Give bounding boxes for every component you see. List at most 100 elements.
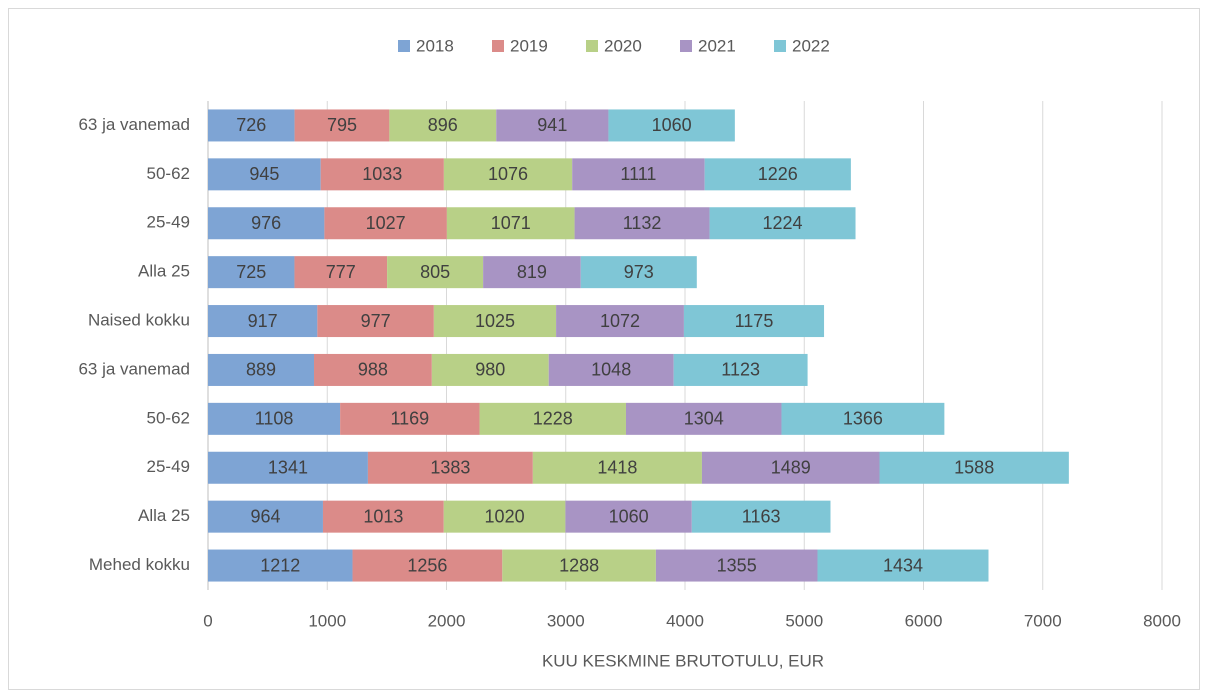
bar-segment [608,109,735,142]
bar-segment [443,500,566,533]
data-label: 977 [361,311,391,331]
bar-segment [879,451,1069,484]
data-label: 964 [250,506,280,526]
bar-segment [208,549,353,582]
legend-label: 2021 [698,36,736,55]
bar-segment [532,451,702,484]
x-axis-title: KUU KESKMINE BRUTOTULU, EUR [542,651,824,670]
data-label: 805 [420,262,450,282]
x-tick-label: 6000 [905,611,943,630]
data-label: 941 [537,115,567,135]
data-label: 1048 [591,360,631,380]
x-tick-label: 2000 [428,611,466,630]
data-label: 725 [236,262,266,282]
bar-segment [574,207,710,240]
data-label: 1588 [954,458,994,478]
bar-segment [208,158,321,191]
data-label: 1132 [623,213,662,233]
y-tick-label: 25-49 [147,213,190,232]
bar-segment [208,353,315,386]
data-label: 976 [251,213,281,233]
data-label: 1020 [485,506,525,526]
data-label: 819 [517,262,547,282]
data-label: 1175 [735,311,774,331]
legend-swatch [398,40,410,52]
y-tick-label: Mehed kokku [89,555,190,574]
x-tick-label: 1000 [308,611,346,630]
y-tick-label: 50-62 [147,408,190,427]
data-label: 1111 [620,164,656,184]
legend-label: 2018 [416,36,454,55]
data-label: 1224 [763,213,803,233]
x-tick-label: 8000 [1143,611,1181,630]
data-label: 1366 [843,409,883,429]
data-label: 1341 [268,458,308,478]
legend-swatch [586,40,598,52]
bar-segment [572,158,705,191]
bar-segment [483,256,581,289]
data-label: 1076 [488,164,528,184]
y-tick-label: 25-49 [147,457,190,476]
bar-segment [709,207,856,240]
bar-segment [691,500,831,533]
data-label: 1434 [883,555,923,575]
bar-segment [367,451,533,484]
bar-segment [208,402,341,435]
bar-segment [433,305,557,338]
data-label: 1060 [652,115,692,135]
x-tick-label: 5000 [785,611,823,630]
x-tick-label: 0 [203,611,212,630]
data-label: 795 [327,115,357,135]
bar-segment [673,353,808,386]
legend-label: 2022 [792,36,830,55]
data-label: 1072 [600,311,640,331]
y-tick-label: Alla 25 [138,262,190,281]
bar-segment [294,109,390,142]
bar-segment [701,451,880,484]
legend-label: 2019 [510,36,548,55]
bar-segment [208,500,323,533]
data-label: 1025 [475,311,515,331]
bar-segment [704,158,851,191]
data-label: 1383 [430,458,470,478]
data-label: 777 [326,262,356,282]
data-label: 917 [248,311,278,331]
y-tick-label: 63 ja vanemad [78,115,190,134]
bar-segment [496,109,609,142]
bar-segment [431,353,549,386]
bar-segment [352,549,503,582]
data-label: 1108 [255,409,294,429]
data-label: 896 [428,115,458,135]
data-label: 1013 [363,506,403,526]
legend-swatch [774,40,786,52]
bar-segment [479,402,626,435]
bar-segment [322,500,444,533]
bar-segment [314,353,432,386]
y-tick-label: Alla 25 [138,506,190,525]
bar-segment [443,158,573,191]
data-label: 1489 [771,458,811,478]
bar-segment [625,402,782,435]
data-label: 1288 [559,555,599,575]
data-label: 1228 [533,409,573,429]
bar-segment [781,402,945,435]
bar-segment [317,305,434,338]
bar-segment [389,109,497,142]
data-label: 1033 [362,164,402,184]
legend-label: 2020 [604,36,642,55]
bar-segment [208,305,318,338]
y-tick-label: Naised kokku [88,311,190,330]
data-label: 973 [624,262,654,282]
data-label: 1123 [721,360,760,380]
data-label: 980 [475,360,505,380]
data-label: 1071 [491,213,531,233]
y-tick-label: 50-62 [147,164,190,183]
data-label: 1304 [684,409,724,429]
data-label: 1355 [717,555,757,575]
data-label: 1256 [407,555,447,575]
data-label: 945 [249,164,279,184]
data-label: 1060 [609,506,649,526]
bar-segment [294,256,388,289]
bar-segment [580,256,697,289]
x-tick-label: 7000 [1024,611,1062,630]
